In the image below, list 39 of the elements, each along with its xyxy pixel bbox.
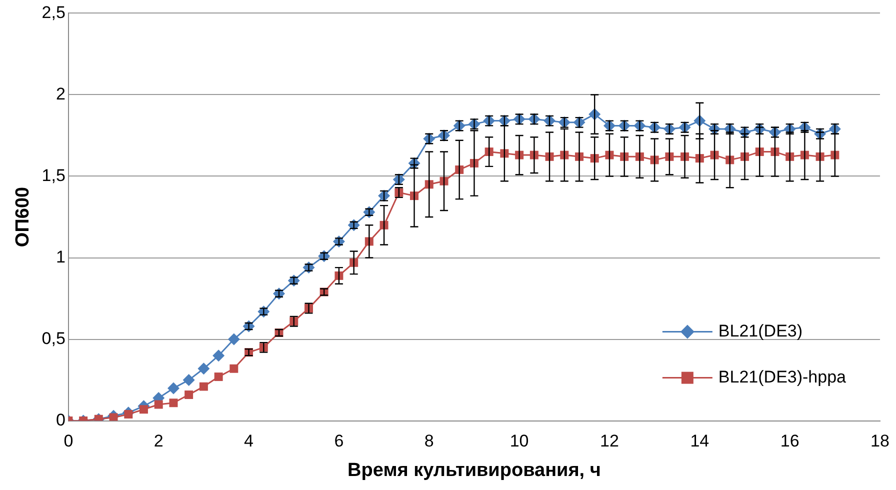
point: [198, 362, 210, 375]
point: [272, 288, 285, 300]
point: [214, 372, 223, 382]
x-tick-label: 18: [870, 432, 890, 451]
point: [154, 400, 163, 409]
x-tick-label: 16: [780, 432, 800, 451]
x-axis-title: Время культивирования, ч: [348, 460, 601, 481]
y-tick-label: 2: [56, 84, 66, 104]
point: [288, 274, 300, 287]
point: [139, 405, 148, 414]
point: [212, 350, 225, 362]
point: [169, 398, 178, 408]
point: [228, 333, 240, 346]
x-tick-label: 4: [244, 432, 254, 451]
point: [167, 382, 180, 394]
y-axis-title: ОП600: [12, 186, 34, 248]
y-tick-label: 0: [56, 410, 66, 430]
point: [182, 374, 195, 386]
x-tick-label: 8: [424, 432, 434, 451]
y-tick-label: 2,5: [42, 2, 66, 22]
y-tick-label: 1: [56, 247, 66, 266]
point: [363, 206, 376, 218]
point: [184, 390, 194, 399]
y-tick-label: 0,5: [42, 328, 66, 348]
x-tick-label: 12: [600, 432, 619, 451]
legend-label: BL21(DE3): [718, 321, 803, 340]
y-tick-label: 1,5: [42, 166, 66, 185]
x-tick-label: 6: [334, 432, 344, 451]
point: [230, 364, 238, 373]
x-tick-label: 10: [510, 432, 529, 451]
point: [318, 250, 330, 262]
point: [109, 413, 118, 421]
point: [332, 235, 345, 248]
point: [258, 306, 270, 318]
point: [302, 262, 315, 274]
x-tick-label: 14: [690, 432, 710, 451]
x-tick-label: 2: [154, 432, 164, 451]
legend-label: BL21(DE3)-hppa: [718, 367, 847, 386]
point: [199, 382, 208, 391]
